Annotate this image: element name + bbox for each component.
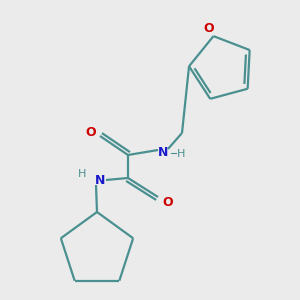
- Text: H: H: [177, 149, 185, 159]
- Text: H: H: [78, 169, 86, 179]
- Text: O: O: [86, 125, 96, 139]
- Text: N: N: [158, 146, 168, 158]
- Text: N: N: [95, 173, 105, 187]
- Text: O: O: [163, 196, 173, 208]
- Text: O: O: [203, 22, 214, 34]
